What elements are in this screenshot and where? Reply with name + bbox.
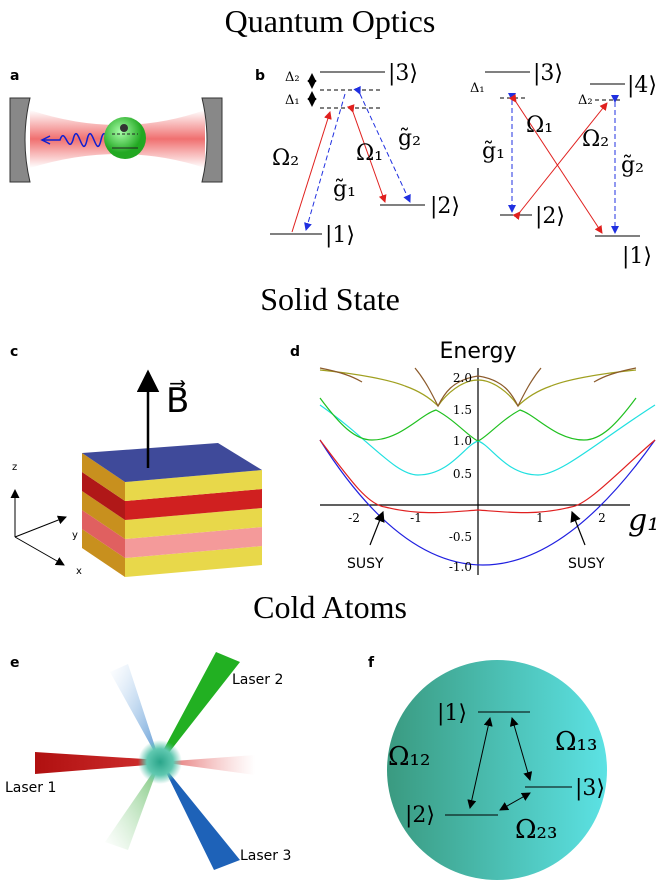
- slab-layer: [82, 529, 125, 577]
- slab-layer: [125, 546, 262, 577]
- laser-label: Laser 3: [240, 848, 291, 864]
- level-label: |3⟩: [388, 61, 418, 86]
- x-tick-label: 2: [598, 511, 606, 525]
- y-tick-label: 0.5: [453, 467, 472, 481]
- axis-label: x: [76, 566, 82, 577]
- coupling-label: Ω₂: [272, 146, 299, 171]
- detuning-label: Δ₂: [285, 70, 300, 85]
- laser-label: Laser 2: [232, 672, 283, 688]
- section-title: Cold Atoms: [253, 589, 407, 625]
- level-label: |1⟩: [622, 244, 652, 269]
- level-label: |2⟩: [430, 194, 460, 219]
- coupling-label: g̃₁: [482, 139, 505, 164]
- level-scheme: [445, 711, 572, 816]
- y-tick-label: 1.5: [453, 403, 472, 417]
- x-tick-label: -2: [348, 511, 360, 525]
- panel-label: e: [10, 655, 20, 671]
- coupling-label: g̃₂: [621, 153, 644, 178]
- slab-layer: [125, 489, 262, 520]
- y-tick-label: 2.0: [453, 371, 472, 385]
- detuning-label: Δ₁: [470, 81, 485, 96]
- layered-slab: [82, 443, 262, 577]
- level-diagram: [270, 71, 640, 237]
- section-title: Solid State: [260, 281, 400, 317]
- coupling-label: Ω₂₃: [515, 815, 557, 845]
- laser-label: Laser 1: [5, 780, 56, 796]
- panel-label: a: [10, 68, 19, 84]
- atom: [387, 660, 607, 880]
- x-tick-label: 1: [536, 511, 544, 525]
- x-axis-label: g₁: [628, 503, 659, 538]
- y-tick-label: -1.0: [449, 560, 472, 574]
- coupling-label: g̃₁: [333, 177, 356, 202]
- coupling-label: Ω₁₂: [388, 742, 430, 772]
- y-tick-label: 1.0: [453, 434, 472, 448]
- slab-layer: [125, 508, 262, 539]
- plot-title: Energy: [439, 339, 516, 364]
- y-tick-label: -0.5: [449, 530, 472, 544]
- level-label: |3⟩: [533, 61, 563, 86]
- slab-layer: [125, 470, 262, 501]
- coupling-label: Ω₂: [582, 127, 609, 152]
- field-label: B⃗: [166, 380, 189, 421]
- level-label: |1⟩: [437, 701, 467, 726]
- axis-label: y: [72, 530, 78, 541]
- cavity: [9, 97, 223, 183]
- annotation: SUSY: [347, 556, 384, 572]
- coupling-label: g̃₂: [398, 126, 421, 151]
- slab-layer: [125, 527, 262, 558]
- coupling-label: Ω₁₃: [555, 727, 597, 757]
- energy-curves: [319, 367, 656, 575]
- level-label: |2⟩: [405, 803, 435, 828]
- section-title: Quantum Optics: [225, 3, 436, 39]
- slab-layer: [82, 510, 125, 558]
- coupling-label: Ω₁: [526, 113, 553, 138]
- detuning-label: Δ₁: [285, 93, 300, 108]
- coupling-label: Ω₁: [356, 141, 383, 166]
- annotation: SUSY: [568, 556, 605, 572]
- axis-label: z: [12, 462, 17, 473]
- level-label: |4⟩: [627, 73, 657, 98]
- laser-beams: [35, 652, 255, 870]
- panel-label: d: [290, 344, 300, 360]
- detuning-label: Δ₂: [578, 93, 593, 108]
- x-tick-label: -1: [410, 511, 422, 525]
- slab-top: [82, 443, 262, 482]
- axes: [10, 489, 67, 566]
- level-label: |2⟩: [535, 204, 565, 229]
- panel-label: b: [255, 68, 265, 84]
- slab-layer: [82, 472, 125, 520]
- slab-layer: [82, 453, 125, 501]
- panel-label: c: [10, 344, 18, 360]
- level-label: |1⟩: [325, 223, 355, 248]
- panel-label: f: [368, 655, 375, 671]
- slab-layer: [82, 491, 125, 539]
- level-label: |3⟩: [575, 776, 605, 801]
